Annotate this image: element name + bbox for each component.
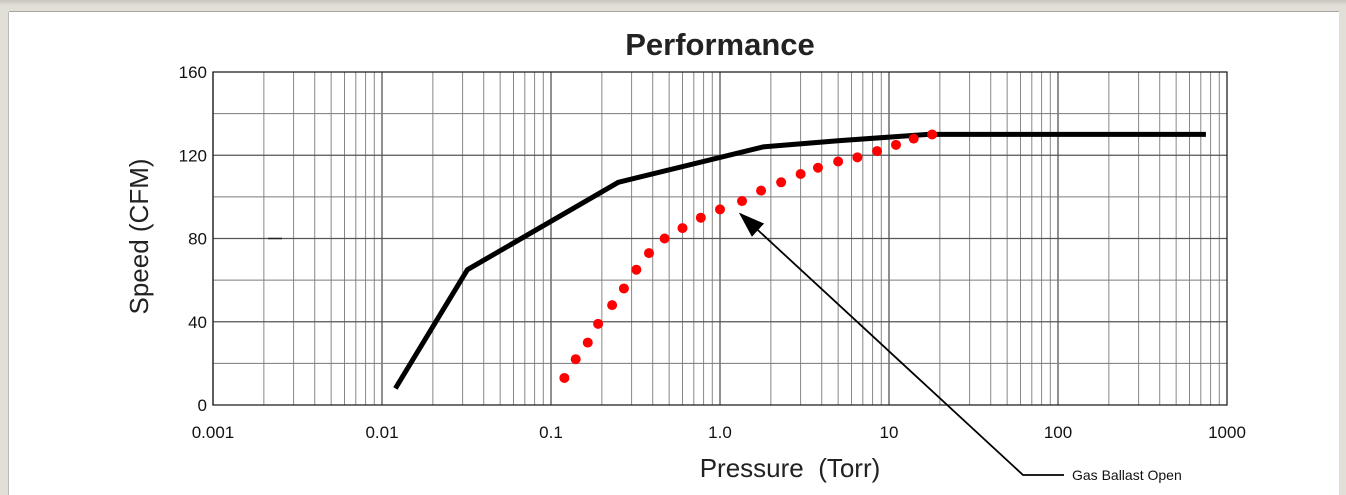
data-point xyxy=(890,139,901,150)
series xyxy=(393,129,1206,390)
data-point xyxy=(695,212,706,223)
chart-panel xyxy=(9,12,1339,495)
data-point xyxy=(618,283,629,294)
data-point xyxy=(756,185,767,196)
data-point xyxy=(908,133,919,144)
y-tick-labels: 0 40 80 120 160 xyxy=(179,63,207,415)
y-tick-label: 80 xyxy=(188,230,207,249)
data-point xyxy=(593,318,604,329)
data-point xyxy=(607,300,618,311)
data-point xyxy=(582,337,593,348)
data-point xyxy=(795,168,806,179)
x-tick-label: 10 xyxy=(880,423,899,442)
y-tick-label: 120 xyxy=(179,146,207,165)
annotations: Gas Ballast Open xyxy=(738,212,1182,483)
x-axis-title: Pressure (Torr) xyxy=(700,453,881,483)
data-point xyxy=(559,372,570,383)
data-point xyxy=(643,248,654,259)
grid xyxy=(212,72,1227,405)
data-point xyxy=(659,233,670,244)
y-axis-title: Speed (CFM) xyxy=(124,158,154,314)
data-point xyxy=(927,129,938,140)
data-point xyxy=(737,196,748,207)
annotation-label: Gas Ballast Open xyxy=(1072,467,1182,483)
data-point xyxy=(677,223,688,234)
annotation-arrow xyxy=(738,212,1064,476)
x-tick-label: 1.0 xyxy=(708,423,732,442)
data-point xyxy=(715,204,725,215)
data-point xyxy=(570,354,581,365)
x-tick-label: 0.001 xyxy=(192,423,235,442)
x-tick-label: 1000 xyxy=(1208,423,1246,442)
x-tick-labels: 0.001 0.01 0.1 1.0 10 100 1000 xyxy=(192,423,1246,442)
y-tick-label: 160 xyxy=(179,63,207,82)
data-point xyxy=(812,162,823,173)
data-point xyxy=(631,264,642,275)
y-tick-label: 40 xyxy=(188,313,207,332)
y-tick-label: 0 xyxy=(198,396,207,415)
x-tick-label: 0.01 xyxy=(365,423,398,442)
data-point xyxy=(872,146,883,157)
series-dotted xyxy=(559,129,938,383)
plot-border xyxy=(212,71,1228,406)
data-point xyxy=(833,156,844,167)
data-point xyxy=(776,177,787,188)
data-point xyxy=(852,152,863,163)
x-tick-label: 100 xyxy=(1044,423,1072,442)
x-tick-label: 0.1 xyxy=(539,423,563,442)
chart-title: Performance xyxy=(625,27,815,62)
